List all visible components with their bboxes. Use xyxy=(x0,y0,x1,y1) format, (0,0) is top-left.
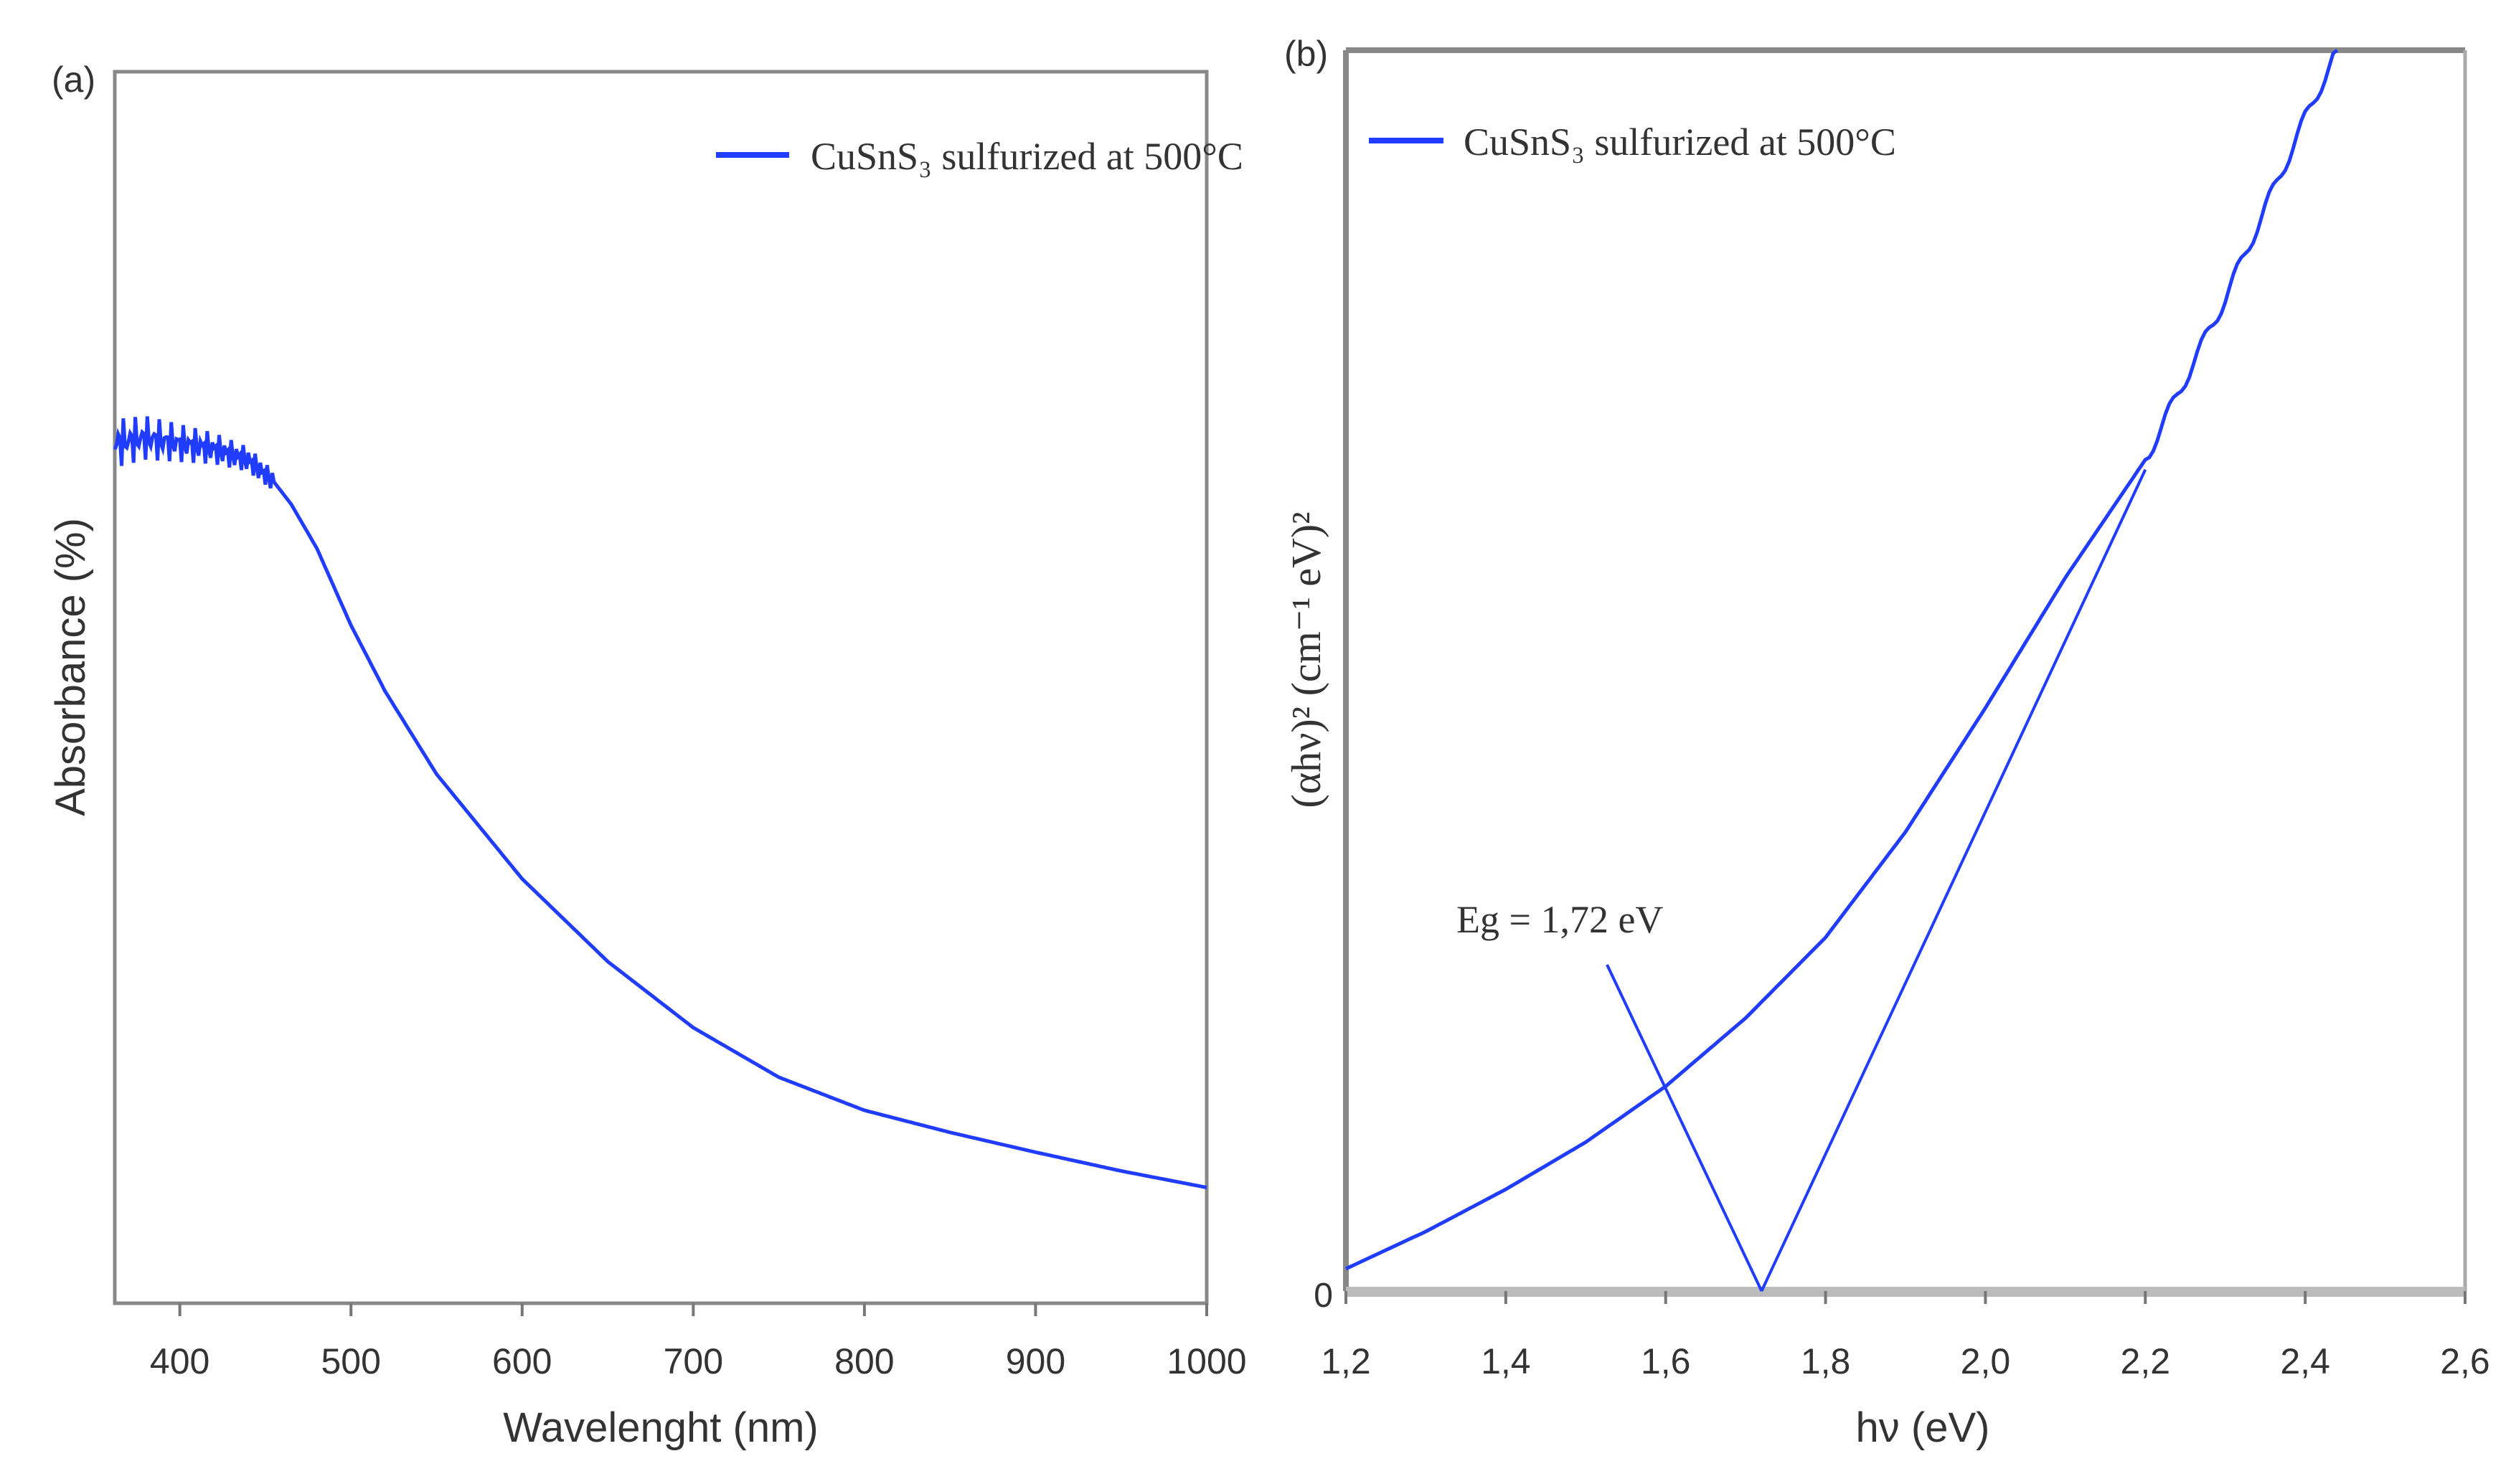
x-tick-label: 900 xyxy=(1006,1341,1065,1381)
x-tick-label: 1000 xyxy=(1167,1341,1246,1381)
x-tick-label: 2,6 xyxy=(2440,1341,2490,1381)
series-line-b xyxy=(1344,49,2339,1271)
x-tick-label: 700 xyxy=(664,1341,723,1381)
bandgap-annotation: Eg = 1,72 eV xyxy=(1456,898,1663,941)
x-axis-bar-b xyxy=(1346,1287,2465,1297)
x-tick-label: 2,2 xyxy=(2121,1341,2171,1381)
x-ticks-a xyxy=(178,1303,1208,1316)
x-tick-labels-a: 400 500 600 700 800 900 1000 xyxy=(150,1341,1247,1381)
y-tick-label-zero-b: 0 xyxy=(1314,1277,1333,1315)
panel-b: (b) 0 1,2 1,4 1,6 1,8 2,0 2,2 2,4 2,6 hν (eV) (… xyxy=(1283,34,2490,1451)
series-line-a xyxy=(113,416,1207,1190)
x-tick-label: 2,0 xyxy=(1961,1341,2011,1381)
plot-frame-a xyxy=(113,70,1209,1305)
annotation-pointer-b xyxy=(1606,964,1763,1292)
panel-label-b: (b) xyxy=(1284,34,1328,74)
legend-label-a: CuSnS₃ sulfurized at 500°C xyxy=(811,135,1243,178)
x-tick-label: 800 xyxy=(834,1341,894,1381)
x-tick-label: 600 xyxy=(492,1341,552,1381)
panel-a: (a) 400 500 600 700 800 900 1000 Wavelenght (n… xyxy=(47,60,1247,1451)
x-tick-label: 2,4 xyxy=(2280,1341,2330,1381)
x-tick-label: 500 xyxy=(321,1341,380,1381)
x-tick-label: 1,4 xyxy=(1481,1341,1531,1381)
tangent-line-b xyxy=(1760,468,2147,1292)
x-ticks-b xyxy=(1344,1291,2467,1304)
legend-label-b: CuSnS₃ sulfurized at 500°C xyxy=(1464,120,1896,164)
legend-b: CuSnS₃ sulfurized at 500°C xyxy=(1369,120,1896,164)
x-tick-label: 1,8 xyxy=(1801,1341,1851,1381)
y-axis-title-b: (αhν)² (cm⁻¹ eV)² xyxy=(1283,511,1329,808)
y-axis-title-a: Absorbance (%) xyxy=(47,518,94,816)
legend-a: CuSnS₃ sulfurized at 500°C xyxy=(716,135,1243,178)
x-tick-label: 1,6 xyxy=(1641,1341,1691,1381)
x-tick-label: 1,2 xyxy=(1321,1341,1371,1381)
panel-label-a: (a) xyxy=(52,60,95,100)
x-axis-title-b: hν (eV) xyxy=(1856,1404,1990,1451)
x-axis-title-a: Wavelenght (nm) xyxy=(503,1404,818,1451)
x-tick-labels-b: 1,2 1,4 1,6 1,8 2,0 2,2 2,4 2,6 xyxy=(1321,1341,2490,1381)
x-tick-label: 400 xyxy=(150,1341,209,1381)
